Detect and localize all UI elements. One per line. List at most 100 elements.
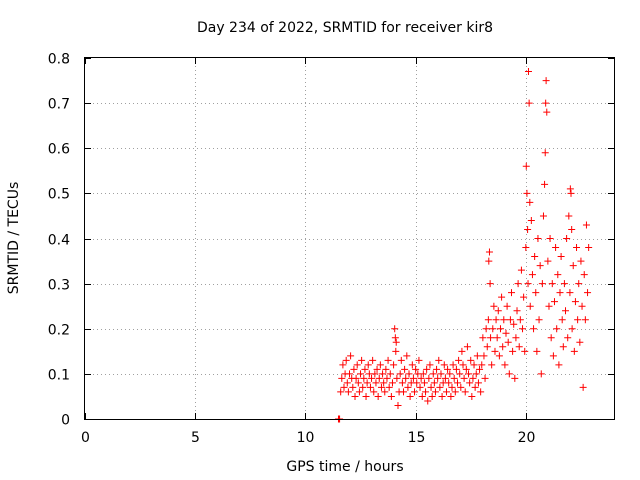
x-tick-label: 10 [297,430,315,446]
data-point [571,298,579,306]
data-point [482,325,490,333]
y-tick-label: 0.1 [48,368,70,384]
data-point [430,379,438,387]
data-point [568,225,576,233]
data-point [563,235,571,242]
y-tick-label: 0.3 [48,278,70,294]
data-point [387,392,395,400]
data-point [488,361,496,369]
data-point [457,383,465,391]
data-point [478,361,486,369]
data-point [468,392,476,400]
data-point [528,271,536,279]
data-point [466,379,474,387]
data-point [363,379,371,387]
data-point [449,361,457,369]
data-point [549,352,557,360]
data-point [459,361,467,369]
data-point [416,383,424,391]
data-point [420,379,428,387]
data-point [401,365,409,373]
data-point [390,361,398,369]
data-point [438,392,446,400]
data-point [531,253,539,261]
axis-ticks [85,58,614,420]
data-point [380,379,388,387]
data-point [500,316,508,324]
data-point [560,280,568,288]
data-point [364,361,372,369]
data-point [360,374,368,382]
data-point [411,388,419,396]
data-point [493,334,501,342]
data-point [516,316,524,324]
data-point [418,392,426,400]
data-point [566,289,574,297]
data-point [489,325,497,333]
data-point [584,289,592,297]
data-point [440,361,448,369]
data-point [564,334,572,342]
data-point [426,361,434,369]
data-point [371,370,379,378]
data-point [446,370,454,378]
data-point [535,316,543,324]
data-point [486,280,494,288]
data-point [460,374,468,382]
data-point [485,257,493,265]
data-point [429,370,437,378]
data-point [511,374,519,382]
data-point [347,352,355,360]
data-point [377,383,385,391]
data-point [487,334,495,342]
data-point [353,361,361,369]
data-point [532,289,540,297]
data-point [547,334,555,342]
data-point [351,392,359,400]
data-point [396,370,404,378]
data-point [530,325,538,333]
data-point [461,388,469,396]
data-point [509,347,517,355]
data-point [492,316,500,324]
data-point [523,189,531,197]
data-point [541,180,549,188]
data-point [559,343,567,351]
chart-title: Day 234 of 2022, SRMTID for receiver kir… [197,20,493,36]
data-point [467,356,475,364]
data-point [344,388,352,396]
data-point [568,325,576,333]
data-point [428,392,436,400]
data-point [362,392,370,400]
data-point [490,302,498,310]
data-point [538,280,546,288]
data-point [477,388,485,396]
data-point [514,280,522,288]
data-point [455,356,463,364]
data-point [369,356,377,364]
y-tick-label: 0.6 [48,142,70,158]
data-point [546,235,554,242]
data-point [437,370,445,378]
data-point [415,356,423,364]
x-tick-label: 5 [191,430,200,446]
data-point [431,388,439,396]
data-point [400,388,408,396]
data-points [334,68,593,423]
data-point [498,293,506,301]
data-point [397,356,405,364]
data-point [469,374,477,382]
data-point [566,185,574,193]
data-point [402,374,410,382]
data-point [373,365,381,373]
data-point [556,289,564,297]
data-point [522,162,530,170]
data-point [506,316,514,324]
data-point [368,374,376,382]
data-point [579,383,587,391]
data-point [480,352,488,360]
y-tick-label: 0.8 [48,52,70,68]
data-point [419,370,427,378]
y-tick-label: 0.4 [48,233,70,249]
data-point [513,307,521,315]
